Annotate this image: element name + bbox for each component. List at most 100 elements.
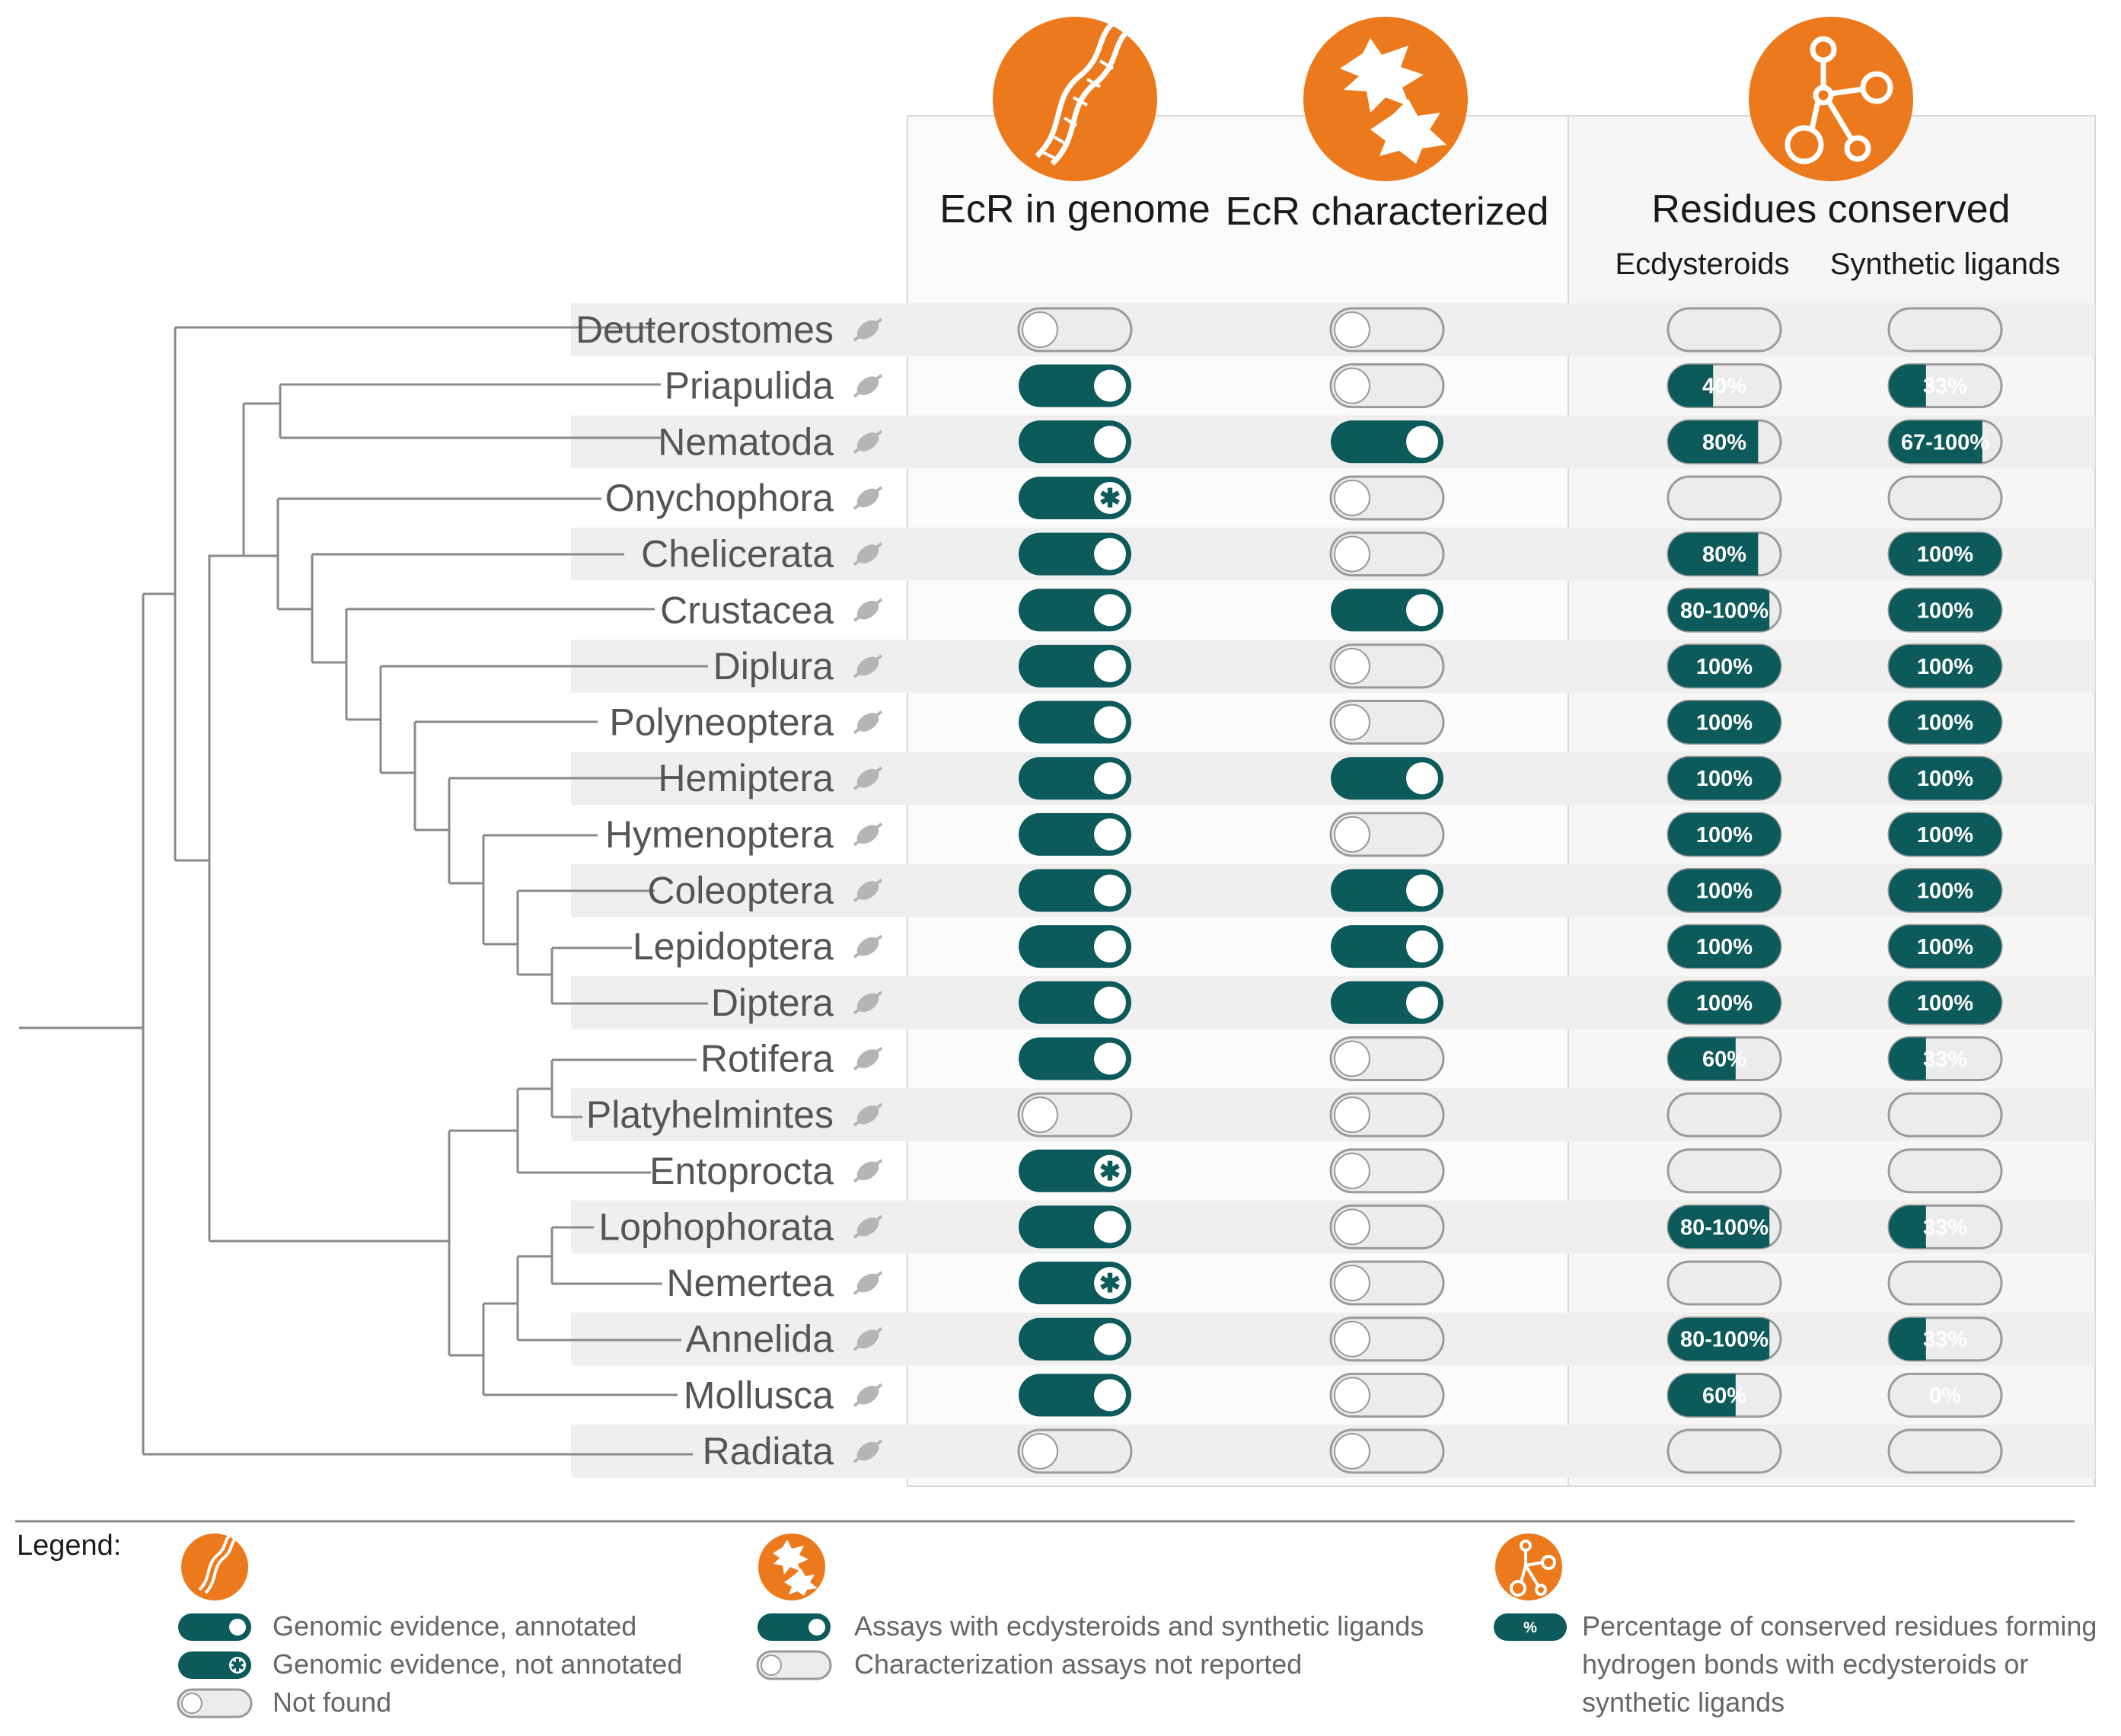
rotifer-icon: [853, 1046, 883, 1071]
taxon-row: Entoprocta ✱: [649, 1148, 2003, 1194]
fly-icon: [853, 991, 883, 1015]
genome-toggle: [1019, 1317, 1131, 1361]
synthetic-ligand-bar: 0%: [1887, 1372, 2003, 1418]
taxon-label: Nematoda: [658, 420, 834, 463]
percentage-label: 33%: [1923, 375, 1967, 399]
characterized-toggle: [1331, 869, 1443, 912]
legend-not-found: Not found: [273, 1687, 391, 1718]
taxon-label: Nemertea: [666, 1262, 834, 1304]
percentage-label: 100%: [1917, 879, 1973, 904]
characterized-toggle: [1329, 307, 1445, 353]
genome-toggle: [1019, 364, 1131, 407]
percentage-label: 67-100%: [1901, 430, 1989, 455]
velvet-worm-icon: [853, 486, 883, 510]
characterized-toggle: [1331, 420, 1443, 464]
characterized-toggle: [1329, 1036, 1445, 1081]
percentage-label: 100%: [1917, 823, 1973, 847]
taxon-row: Polyneoptera 100% 100%: [609, 700, 2003, 745]
characterized-toggle: [1329, 1372, 1445, 1418]
percentage-label: 100%: [1696, 655, 1753, 679]
synthetic-ligand-bar: 100%: [1887, 812, 2003, 857]
percentage-label: 60%: [1702, 1047, 1746, 1071]
taxon-row: Nemertea ✱: [666, 1260, 2003, 1306]
taxon-row: Rotifera 60% 33%: [700, 1036, 2003, 1081]
characterized-toggle: [1329, 1204, 1445, 1249]
synthetic-ligand-bar: 100%: [1887, 587, 2003, 633]
beetle-icon: [853, 878, 883, 903]
percentage-label: 100%: [1917, 543, 1973, 567]
molecule-icon: [1749, 17, 1913, 181]
characterized-toggle: [1331, 589, 1443, 632]
ecdysteroid-bar: 80%: [1666, 531, 1782, 577]
percentage-label: 33%: [1923, 1215, 1967, 1240]
characterized-toggle: [1331, 925, 1443, 969]
synthetic-ligand-bar: [1887, 475, 2003, 521]
synthetic-ligand-bar: 100%: [1887, 868, 2003, 913]
synthetic-ligand-bar: 100%: [1887, 531, 2003, 577]
synthetic-ligand-bar: [1887, 1428, 2003, 1474]
taxon-label: Entoprocta: [649, 1150, 834, 1192]
taxon-label: Chelicerata: [641, 533, 834, 576]
taxon-label: Platyhelmintes: [586, 1093, 834, 1136]
legend-items: ✱%: [177, 1613, 1567, 1718]
taxon-rows: Deuterostomes Priapulida 40% 33% Nematoda 80%…: [576, 307, 2003, 1474]
characterized-toggle: [1329, 1092, 1445, 1138]
synthetic-ligand-bar: 33%: [1887, 1204, 2003, 1249]
legend-percentage-line3: synthetic ligands: [1582, 1687, 1785, 1718]
percentage-label: 33%: [1923, 1328, 1967, 1352]
taxon-row: Lophophorata 80-100% 33%: [598, 1204, 2003, 1249]
earthworm-icon: [853, 1327, 883, 1351]
ecdysteroid-bar: 80-100%: [1666, 1204, 1782, 1249]
dna-icon: [993, 17, 1157, 181]
genome-toggle: [1019, 1374, 1131, 1417]
taxon-row: Onychophora ✱: [605, 475, 2003, 521]
legend-percentage-line1: Percentage of conserved residues forming: [1582, 1610, 2097, 1642]
legend-title: Legend:: [17, 1530, 121, 1562]
taxon-label: Crustacea: [660, 589, 834, 631]
synthetic-ligand-bar: 100%: [1887, 643, 2003, 689]
percentage-label: 80-100%: [1680, 1328, 1769, 1352]
butterfly-icon: [853, 934, 883, 959]
legend-cells-icon: [758, 1533, 825, 1600]
genome-toggle: [1019, 981, 1131, 1024]
ecdysteroid-bar: 100%: [1666, 700, 1782, 745]
taxon-label: Annelida: [685, 1318, 834, 1361]
row-stripes: [571, 303, 2095, 1478]
percentage-label: 60%: [1702, 1383, 1746, 1408]
phylogenetic-tree: [19, 326, 708, 1456]
ecdysteroid-bar: [1666, 307, 1782, 353]
svg-text:✱: ✱: [231, 1656, 244, 1675]
taxon-label: Lepidoptera: [633, 925, 834, 968]
taxon-row: Chelicerata 80% 100%: [641, 531, 2003, 577]
genome-toggle: ✱: [1019, 476, 1131, 519]
ribbon-worm-icon: [853, 1271, 883, 1295]
taxon-label: Lophophorata: [598, 1205, 834, 1248]
genome-toggle: [1019, 1205, 1131, 1249]
percentage-label: 100%: [1917, 598, 1973, 623]
ecdysteroid-bar: 100%: [1666, 980, 1782, 1026]
synthetic-ligand-bar: [1887, 1260, 2003, 1306]
ecdysteroid-bar: [1666, 1092, 1782, 1138]
taxon-label: Diplura: [713, 645, 834, 688]
human-icon: [853, 318, 883, 342]
ecdysteroid-bar: 100%: [1666, 868, 1782, 913]
taxon-row: Nematoda 80% 67-100%: [658, 419, 2003, 464]
synthetic-ligand-bar: [1887, 1148, 2003, 1194]
legend-assays: Assays with ecdysteroids and synthetic l…: [854, 1610, 1424, 1642]
genome-toggle: [1019, 532, 1131, 576]
synthetic-ligand-bar: 33%: [1887, 363, 2003, 409]
genome-toggle: [1019, 644, 1131, 688]
percentage-label: 100%: [1696, 991, 1753, 1016]
legend-percentage-line2: hydrogen bonds with ecdysteroids or: [1582, 1648, 2028, 1680]
synthetic-ligand-bar: [1887, 1092, 2003, 1138]
taxon-label: Polyneoptera: [609, 701, 834, 744]
synthetic-ligand-bar: 100%: [1887, 700, 2003, 745]
legend-toggle-not-reported: [756, 1650, 832, 1680]
taxon-label: Radiata: [703, 1430, 834, 1473]
synthetic-ligand-bar: 100%: [1887, 755, 2003, 801]
ecdysteroid-bar: [1666, 1260, 1782, 1306]
taxon-label: Mollusca: [684, 1374, 834, 1416]
percentage-label: 0%: [1929, 1383, 1961, 1408]
ecdysteroid-bar: 60%: [1666, 1036, 1782, 1081]
ecdysteroid-bar: 80-100%: [1666, 1316, 1782, 1362]
